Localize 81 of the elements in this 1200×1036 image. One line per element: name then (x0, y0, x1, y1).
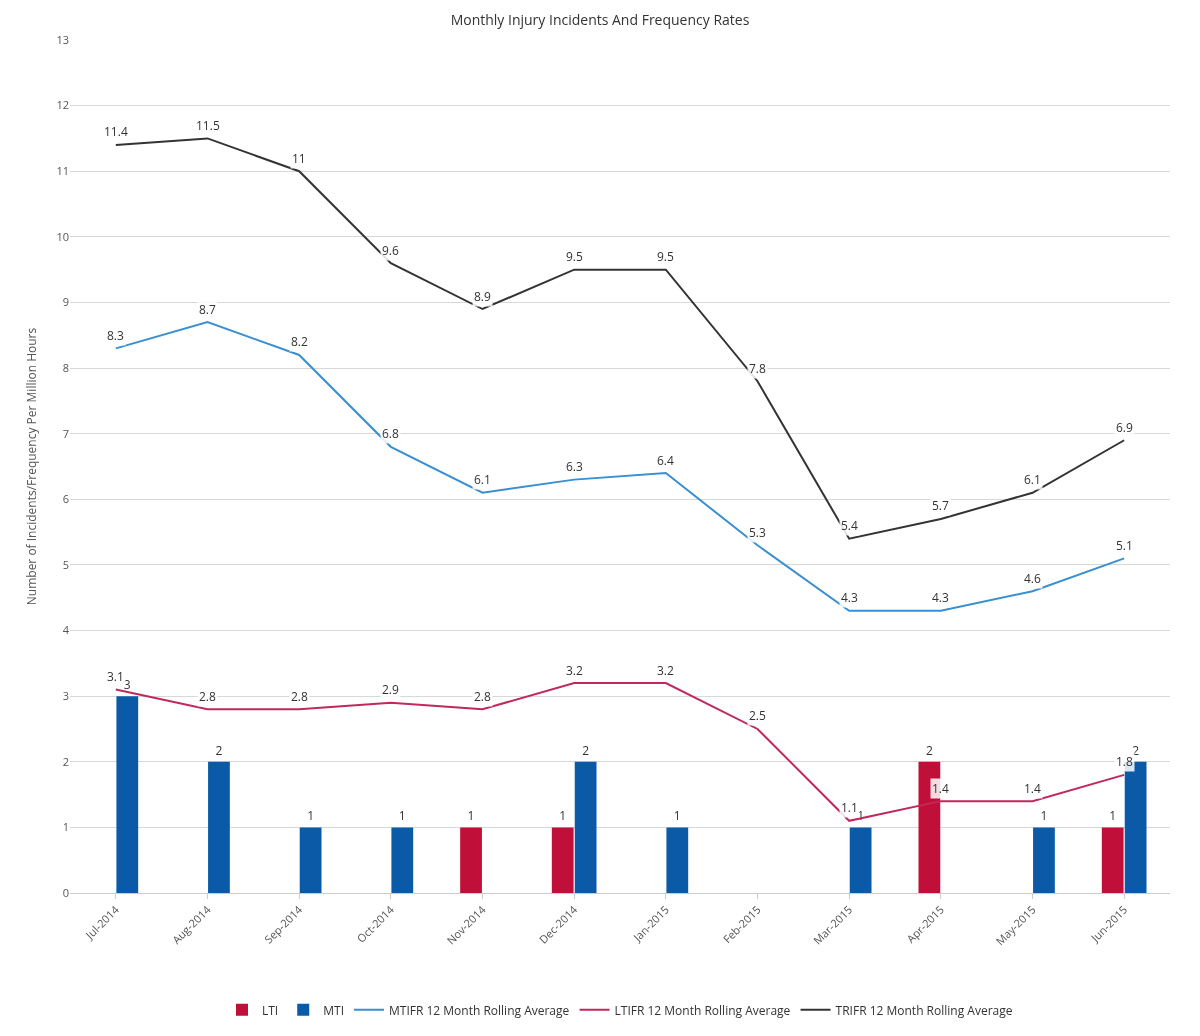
data-label: 2.8 (199, 688, 217, 705)
y-tick-label: 8 (62, 359, 69, 375)
data-label: 11.4 (104, 123, 128, 140)
bar (299, 827, 322, 893)
y-tick-label: 3 (62, 688, 69, 703)
legend-label: LTIFR 12 Month Rolling Average (614, 1001, 791, 1019)
legend-label: MTIFR 12 Month Rolling Average (389, 1001, 570, 1019)
bar (666, 827, 689, 893)
data-label: 4.6 (1024, 570, 1042, 587)
data-label: 1 (673, 807, 681, 825)
data-label: 11.5 (196, 117, 220, 134)
data-label: 2 (582, 741, 590, 759)
y-tick-label: 11 (56, 163, 69, 179)
data-label: 1 (1040, 807, 1048, 825)
y-tick-label: 10 (56, 228, 69, 244)
data-label: 4.3 (932, 589, 950, 606)
y-tick-label: 7 (62, 425, 69, 441)
data-label: 11 (292, 150, 306, 167)
data-label: 5.7 (932, 497, 950, 514)
data-label: 2.8 (474, 688, 492, 705)
data-label: 6.1 (474, 471, 491, 488)
data-label: 9.5 (566, 248, 584, 265)
data-label: 6.4 (657, 452, 675, 469)
data-label: 6.8 (382, 425, 400, 442)
bar (1101, 827, 1124, 893)
data-label: 6.1 (1024, 471, 1041, 488)
data-label: 5.3 (749, 524, 767, 541)
y-tick-label: 2 (62, 753, 69, 769)
data-label: 1 (467, 807, 475, 825)
data-label: 1.4 (932, 780, 950, 797)
y-tick-label: 13 (56, 31, 69, 47)
data-label: 2.9 (382, 681, 400, 698)
data-label: 9.5 (657, 248, 675, 265)
bar (1033, 827, 1055, 893)
data-label: 1.8 (1116, 753, 1134, 770)
legend-label: TRIFR 12 Month Rolling Average (835, 1001, 1013, 1019)
data-label: 6.3 (566, 458, 584, 475)
data-label: 3 (123, 676, 131, 694)
data-label: 8.2 (291, 333, 309, 350)
bar (116, 696, 139, 893)
data-label: 5.1 (1116, 537, 1133, 554)
data-label: 8.9 (474, 288, 492, 305)
bar (208, 761, 230, 893)
bar (849, 827, 872, 893)
data-label: 2 (215, 741, 223, 759)
legend-label: MTI (323, 1001, 344, 1019)
data-label: 1 (398, 807, 406, 825)
y-tick-label: 0 (62, 884, 69, 900)
y-tick-label: 9 (62, 294, 69, 310)
bar (574, 761, 597, 893)
data-label: 2 (1132, 741, 1140, 759)
y-axis-title: Number of Incidents/Frequency Per Million Hours (23, 327, 40, 606)
y-tick-label: 4 (62, 622, 70, 638)
data-label: 1.1 (841, 799, 858, 816)
data-label: 1 (307, 807, 315, 825)
data-label: 6.9 (1116, 419, 1134, 436)
data-label: 2.8 (291, 688, 309, 705)
y-tick-label: 1 (62, 819, 69, 835)
data-label: 1 (1109, 807, 1117, 825)
data-label: 2.5 (749, 707, 767, 724)
data-label: 3.2 (566, 662, 584, 679)
bar (391, 827, 414, 893)
chart-title: Monthly Injury Incidents And Frequency Rates (450, 10, 750, 30)
data-label: 1.4 (1024, 780, 1042, 797)
data-label: 8.7 (199, 301, 217, 318)
data-label: 2 (925, 741, 933, 759)
data-label: 9.6 (382, 242, 400, 259)
data-label: 8.3 (107, 327, 125, 344)
y-tick-label: 5 (62, 556, 69, 572)
data-label: 3.1 (107, 668, 124, 685)
data-label: 7.8 (749, 360, 767, 377)
data-label: 1 (559, 807, 567, 825)
data-label: 4.3 (841, 589, 859, 606)
y-tick-label: 12 (56, 97, 69, 113)
data-label: 1 (857, 807, 865, 825)
data-label: 5.4 (841, 517, 859, 534)
y-tick-label: 6 (62, 491, 69, 507)
data-label: 3.2 (657, 662, 675, 679)
legend-label: LTI (262, 1001, 279, 1019)
bar (551, 827, 574, 893)
bar (460, 827, 482, 893)
